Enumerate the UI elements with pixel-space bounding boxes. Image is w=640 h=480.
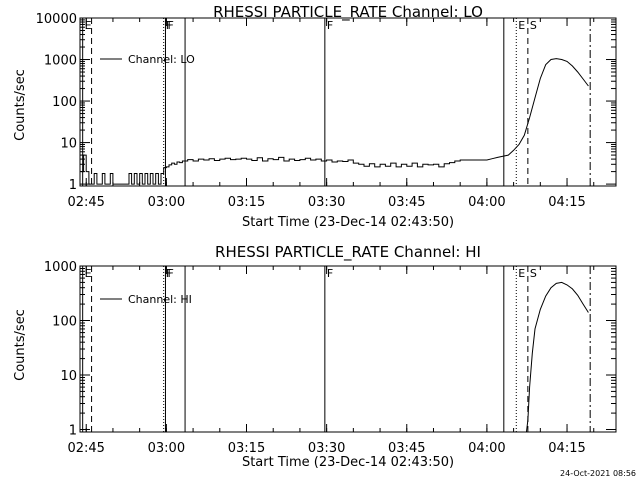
lo-y-tick-label: 1 bbox=[69, 178, 77, 193]
hi-x-tick-label: 03:15 bbox=[228, 441, 265, 456]
hi-time-marker-label: E bbox=[518, 267, 525, 280]
lo-time-marker-label: E bbox=[518, 19, 525, 32]
hi-time-marker-label: F bbox=[166, 267, 172, 280]
lo-channel-panel: RHESSI PARTICLE_RATE Channel: LO Start T… bbox=[13, 3, 617, 230]
hi-series-line bbox=[525, 281, 589, 432]
hi-time-markers: E FF F E S bbox=[82, 266, 591, 432]
hi-x-tick-label: 04:00 bbox=[468, 441, 505, 456]
hi-time-marker-label: S bbox=[530, 267, 537, 280]
hi-plot-frame bbox=[79, 265, 617, 433]
lo-y-tick-label: 100 bbox=[52, 95, 77, 110]
hi-x-tick-label: 03:45 bbox=[388, 441, 425, 456]
lo-y-tick-label: 10 bbox=[60, 137, 77, 152]
lo-series-line bbox=[80, 58, 589, 185]
hi-x-tick-label: 03:00 bbox=[148, 441, 185, 456]
lo-x-tick-label: 03:30 bbox=[308, 195, 345, 210]
hi-data-layer bbox=[525, 281, 589, 432]
lo-x-tick-label: 02:45 bbox=[67, 195, 104, 210]
hi-chart-title: RHESSI PARTICLE_RATE Channel: HI bbox=[215, 243, 481, 262]
hi-y-tick-label: 100 bbox=[52, 315, 77, 330]
lo-y-tick-label: 1000 bbox=[44, 54, 77, 69]
hi-x-axis-label: Start Time (23-Dec-14 02:43:50) bbox=[242, 455, 454, 470]
lo-x-tick-label: 03:00 bbox=[148, 195, 185, 210]
hi-time-marker-label: F bbox=[327, 267, 333, 280]
lo-x-tick-label: 04:00 bbox=[468, 195, 505, 210]
lo-time-marker-label: E bbox=[85, 19, 92, 32]
hi-channel-panel: RHESSI PARTICLE_RATE Channel: HI Start T… bbox=[13, 243, 617, 470]
hi-y-tick-label: 1000 bbox=[44, 260, 77, 275]
lo-chart-title: RHESSI PARTICLE_RATE Channel: LO bbox=[213, 3, 483, 22]
hi-x-tick-label: 03:30 bbox=[308, 441, 345, 456]
lo-time-markers: E FF F E S bbox=[82, 18, 591, 186]
lo-time-marker-label: F bbox=[167, 19, 173, 32]
hi-x-tick-label: 02:45 bbox=[67, 441, 104, 456]
lo-axis-ticks: 02:45 03:00 03:15 03:30 03:45 04:00 04:15 1 10 10… bbox=[36, 12, 616, 210]
hi-legend: Channel: HI bbox=[100, 293, 192, 306]
hi-legend-label: Channel: HI bbox=[128, 293, 192, 306]
hi-time-marker-label: F bbox=[167, 267, 173, 280]
lo-time-marker-label: F bbox=[327, 19, 333, 32]
lo-legend-label: Channel: LO bbox=[128, 53, 195, 66]
lo-plot-frame bbox=[79, 17, 617, 187]
lo-x-tick-label: 04:15 bbox=[548, 195, 585, 210]
hi-x-tick-label: 04:15 bbox=[548, 441, 585, 456]
hi-time-marker-label: E bbox=[85, 267, 92, 280]
lo-x-tick-label: 03:15 bbox=[228, 195, 265, 210]
hi-y-tick-label: 10 bbox=[60, 369, 77, 384]
generation-timestamp: 24-Oct-2021 08:56 bbox=[560, 469, 636, 478]
hi-y-axis-label: Counts/sec bbox=[13, 309, 28, 381]
lo-time-marker-label: F bbox=[166, 19, 172, 32]
lo-y-axis-label: Counts/sec bbox=[13, 69, 28, 141]
lo-legend: Channel: LO bbox=[100, 53, 195, 66]
lo-x-axis-label: Start Time (23-Dec-14 02:43:50) bbox=[242, 215, 454, 230]
lo-time-marker-label: S bbox=[530, 19, 537, 32]
lo-x-tick-label: 03:45 bbox=[388, 195, 425, 210]
hi-y-tick-label: 1 bbox=[69, 424, 77, 439]
lo-y-tick-label: 10000 bbox=[36, 12, 77, 27]
lo-data-layer bbox=[80, 58, 589, 185]
